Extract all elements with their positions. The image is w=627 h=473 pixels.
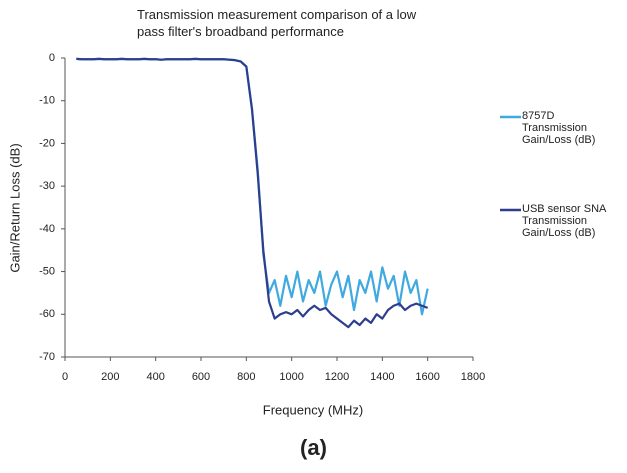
series-line bbox=[76, 57, 429, 329]
legend-label: 8757D Transmission Gain/Loss (dB) bbox=[522, 110, 596, 146]
y-tick-label: 0 bbox=[49, 52, 55, 64]
x-tick-label: 1600 bbox=[415, 371, 439, 383]
x-tick-label: 600 bbox=[192, 371, 210, 383]
y-tick-label: -50 bbox=[39, 265, 55, 277]
y-axis-label: Gain/Return Loss (dB) bbox=[7, 143, 22, 272]
y-tick-label: -20 bbox=[39, 137, 55, 149]
x-tick-label: 1000 bbox=[279, 371, 303, 383]
x-tick-label: 1200 bbox=[325, 371, 349, 383]
y-tick-label: -40 bbox=[39, 223, 55, 235]
y-tick-label: -70 bbox=[39, 351, 55, 363]
x-tick-label: 0 bbox=[62, 371, 68, 383]
x-axis-label: Frequency (MHz) bbox=[263, 402, 363, 417]
x-tick-label: 400 bbox=[146, 371, 164, 383]
legend-label: USB sensor SNA Transmission Gain/Loss (d… bbox=[522, 203, 606, 239]
x-tick-label: 800 bbox=[237, 371, 255, 383]
x-tick-label: 1400 bbox=[370, 371, 394, 383]
x-tick-label: 200 bbox=[101, 371, 119, 383]
y-tick-label: -30 bbox=[39, 180, 55, 192]
series-line bbox=[76, 57, 429, 316]
chart-title: Transmission measurement comparison of a… bbox=[137, 7, 417, 39]
x-tick-label: 1800 bbox=[461, 371, 485, 383]
caption: (a) bbox=[300, 435, 327, 460]
y-tick-label: -10 bbox=[39, 95, 55, 107]
y-tick-label: -60 bbox=[39, 308, 55, 320]
